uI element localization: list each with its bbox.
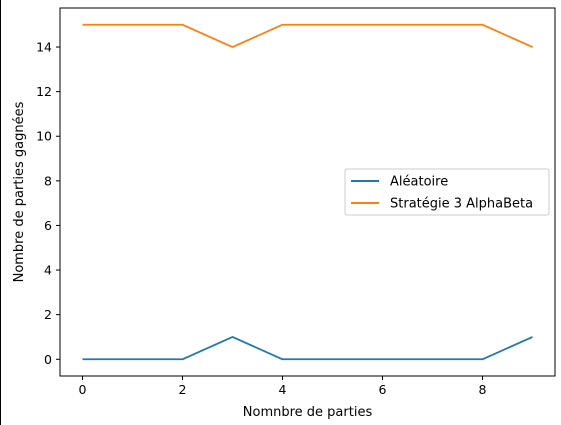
y-axis-ticks: 0 2 4 6 8 10 12 14: [36, 40, 60, 367]
legend: Aléatoire Stratégie 3 AlphaBeta: [344, 168, 550, 216]
y-tick-label: 14: [36, 40, 52, 55]
legend-box: [344, 168, 550, 216]
y-tick-label: 0: [44, 352, 52, 367]
y-axis-title: Nombre de parties gagnées: [12, 101, 27, 282]
legend-label-aleatoire: Aléatoire: [390, 175, 448, 190]
legend-label-strategie-alphabeta: Stratégie 3 AlphaBeta: [390, 197, 533, 212]
x-tick-label: 0: [79, 382, 87, 397]
x-tick-label: 4: [279, 382, 287, 397]
plot-frame: [59, 7, 556, 377]
y-tick-label: 2: [44, 307, 52, 322]
series-line-aleatoire: [82, 336, 533, 361]
y-tick-label: 8: [44, 173, 52, 188]
series-lines: [82, 23, 533, 361]
y-tick-label: 6: [44, 218, 52, 233]
x-tick-label: 6: [379, 382, 387, 397]
y-tick-label: 12: [36, 84, 52, 99]
y-tick-label: 10: [36, 129, 52, 144]
x-axis-ticks: 0 2 4 6 8: [79, 376, 487, 397]
y-tick-label: 4: [44, 263, 52, 278]
series-line-strategie-alphabeta: [82, 23, 533, 48]
x-tick-label: 8: [479, 382, 487, 397]
x-axis-title: Nomnbre de parties: [243, 405, 373, 420]
x-tick-label: 2: [179, 382, 187, 397]
